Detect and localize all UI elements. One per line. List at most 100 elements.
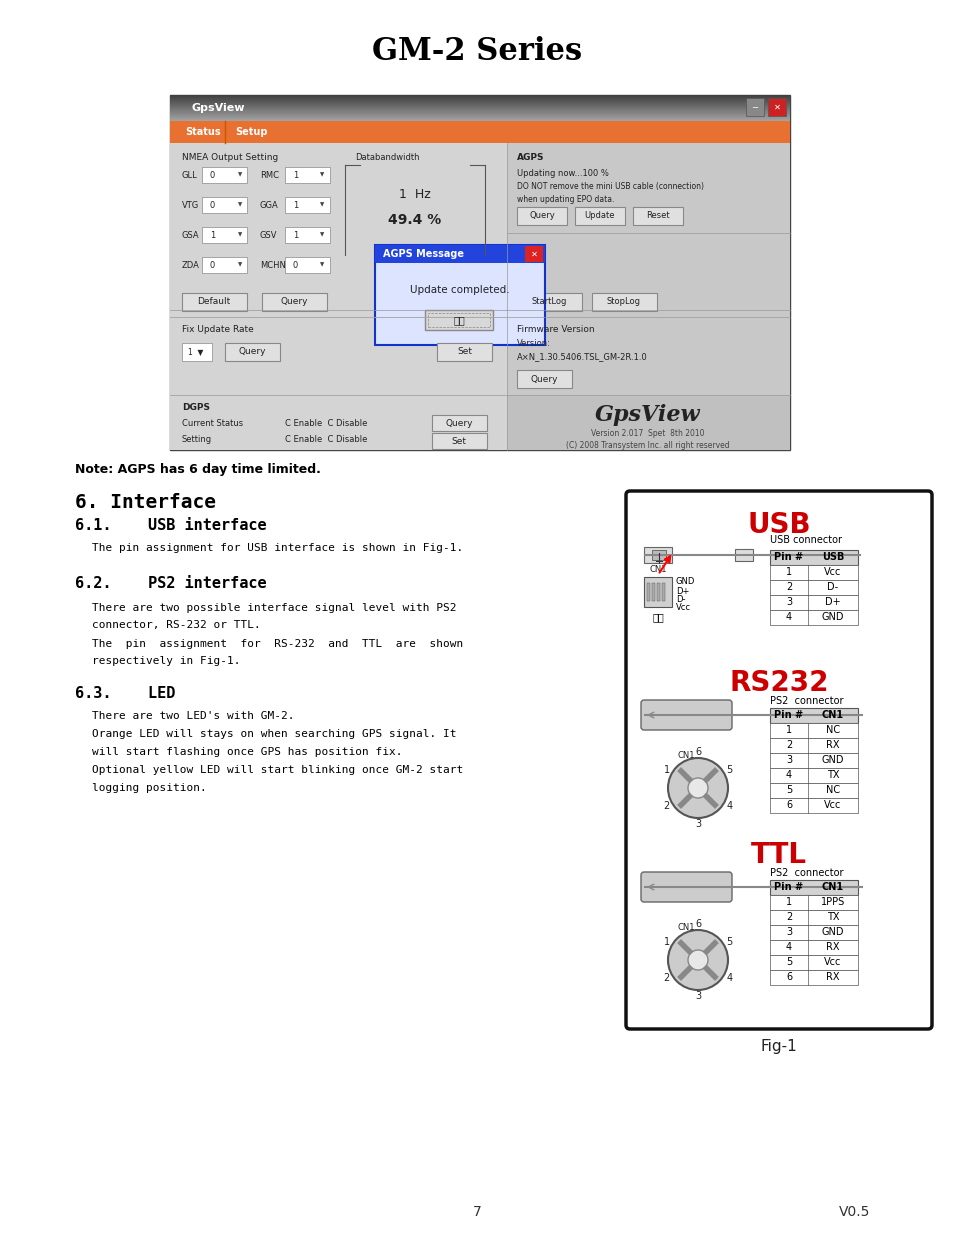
Text: USB connector: USB connector [769, 535, 841, 545]
Text: C Enable  C Disable: C Enable C Disable [285, 435, 367, 443]
Circle shape [687, 950, 707, 969]
Text: 1: 1 [785, 897, 791, 906]
Text: Orange LED will stays on when searching GPS signal. It: Orange LED will stays on when searching … [91, 729, 456, 739]
Bar [436, 343, 492, 361]
Text: 3: 3 [785, 597, 791, 606]
Bar [202, 198, 247, 212]
Text: Fix Update Rate: Fix Update Rate [182, 325, 253, 333]
Text: ▼: ▼ [237, 232, 242, 237]
Text: Vcc: Vcc [823, 800, 841, 810]
Bar [170, 143, 506, 450]
FancyBboxPatch shape [640, 700, 731, 730]
Text: GSV: GSV [260, 231, 277, 240]
Text: Fig-1: Fig-1 [760, 1040, 797, 1055]
Text: 6.1.    USB interface: 6.1. USB interface [75, 517, 266, 532]
Text: 5: 5 [725, 937, 732, 947]
Text: 5: 5 [785, 957, 791, 967]
Text: will start flashing once GPS has position fix.: will start flashing once GPS has positio… [91, 747, 402, 757]
Bar [657, 583, 659, 601]
Text: 4: 4 [785, 769, 791, 781]
Text: ▼: ▼ [237, 263, 242, 268]
Bar [734, 550, 752, 561]
Bar [170, 95, 789, 450]
Bar [633, 207, 682, 225]
Bar [432, 415, 486, 431]
Text: 1: 1 [663, 937, 669, 947]
Text: 4: 4 [725, 973, 732, 983]
Bar [182, 293, 247, 311]
Text: when updating EPO data.: when updating EPO data. [517, 194, 614, 204]
Text: 1  Hz: 1 Hz [398, 189, 431, 201]
Bar [769, 564, 857, 580]
Text: There are two LED's with GM-2.: There are two LED's with GM-2. [91, 711, 294, 721]
Bar [767, 98, 785, 116]
Text: 0: 0 [210, 261, 215, 269]
Text: NC: NC [825, 785, 840, 795]
Text: 6: 6 [694, 919, 700, 929]
Text: 1: 1 [293, 170, 298, 179]
Text: DGPS: DGPS [182, 403, 210, 411]
Bar [769, 753, 857, 768]
Text: connector, RS-232 or TTL.: connector, RS-232 or TTL. [91, 620, 260, 630]
Text: StartLog: StartLog [531, 298, 566, 306]
Text: logging position.: logging position. [91, 783, 207, 793]
Bar [646, 583, 649, 601]
Bar [651, 583, 655, 601]
Text: Firmware Version: Firmware Version [517, 325, 594, 333]
Text: AGPS: AGPS [517, 152, 544, 162]
Text: ✕: ✕ [773, 103, 780, 111]
Text: 4: 4 [785, 613, 791, 622]
Text: Current Status: Current Status [182, 419, 243, 427]
Bar [202, 167, 247, 183]
Circle shape [667, 758, 727, 818]
Text: 49.4 %: 49.4 % [388, 212, 441, 227]
Text: Query: Query [238, 347, 266, 357]
Text: D-: D- [826, 582, 838, 592]
Bar [285, 227, 330, 243]
Circle shape [667, 930, 727, 990]
Text: 1: 1 [210, 231, 215, 240]
Bar [745, 98, 763, 116]
Text: RX: RX [825, 740, 839, 750]
Bar [285, 257, 330, 273]
Text: 4: 4 [725, 802, 732, 811]
Text: 6: 6 [785, 972, 791, 982]
Text: Pin #: Pin # [774, 710, 802, 720]
Text: Pin #: Pin # [774, 552, 802, 562]
Bar [769, 969, 857, 986]
Bar [170, 143, 789, 450]
Text: 2: 2 [663, 802, 669, 811]
Text: ZDA: ZDA [182, 261, 200, 269]
Bar [769, 722, 857, 739]
Text: Databandwidth: Databandwidth [355, 152, 419, 162]
Bar [643, 547, 671, 563]
Bar [182, 343, 212, 361]
Text: RX: RX [825, 942, 839, 952]
Text: 3: 3 [694, 819, 700, 829]
Bar [524, 246, 542, 262]
Text: StopLog: StopLog [606, 298, 640, 306]
Text: MCHN: MCHN [260, 261, 286, 269]
Text: VTG: VTG [182, 200, 199, 210]
Text: Update completed.: Update completed. [410, 285, 509, 295]
Text: respectively in Fig-1.: respectively in Fig-1. [91, 656, 240, 666]
Text: ▼: ▼ [237, 173, 242, 178]
Text: GSA: GSA [182, 231, 199, 240]
Text: C Enable  C Disable: C Enable C Disable [285, 419, 367, 427]
Text: Reset: Reset [645, 211, 669, 221]
Text: D+: D+ [824, 597, 840, 606]
Text: 6: 6 [785, 800, 791, 810]
Text: GpsView: GpsView [192, 103, 245, 112]
Text: Updating now...100 %: Updating now...100 % [517, 168, 608, 178]
Text: 0: 0 [210, 200, 215, 210]
Bar [769, 940, 857, 955]
Bar [170, 121, 789, 143]
Text: 3: 3 [785, 927, 791, 937]
Text: RS232: RS232 [728, 669, 828, 697]
Text: D-: D- [676, 594, 685, 604]
Text: RMC: RMC [260, 170, 278, 179]
Text: (C) 2008 Transystem Inc. all right reserved: (C) 2008 Transystem Inc. all right reser… [565, 441, 729, 450]
Text: Update: Update [584, 211, 615, 221]
Text: CN1: CN1 [821, 882, 843, 892]
Text: ▼: ▼ [319, 173, 324, 178]
